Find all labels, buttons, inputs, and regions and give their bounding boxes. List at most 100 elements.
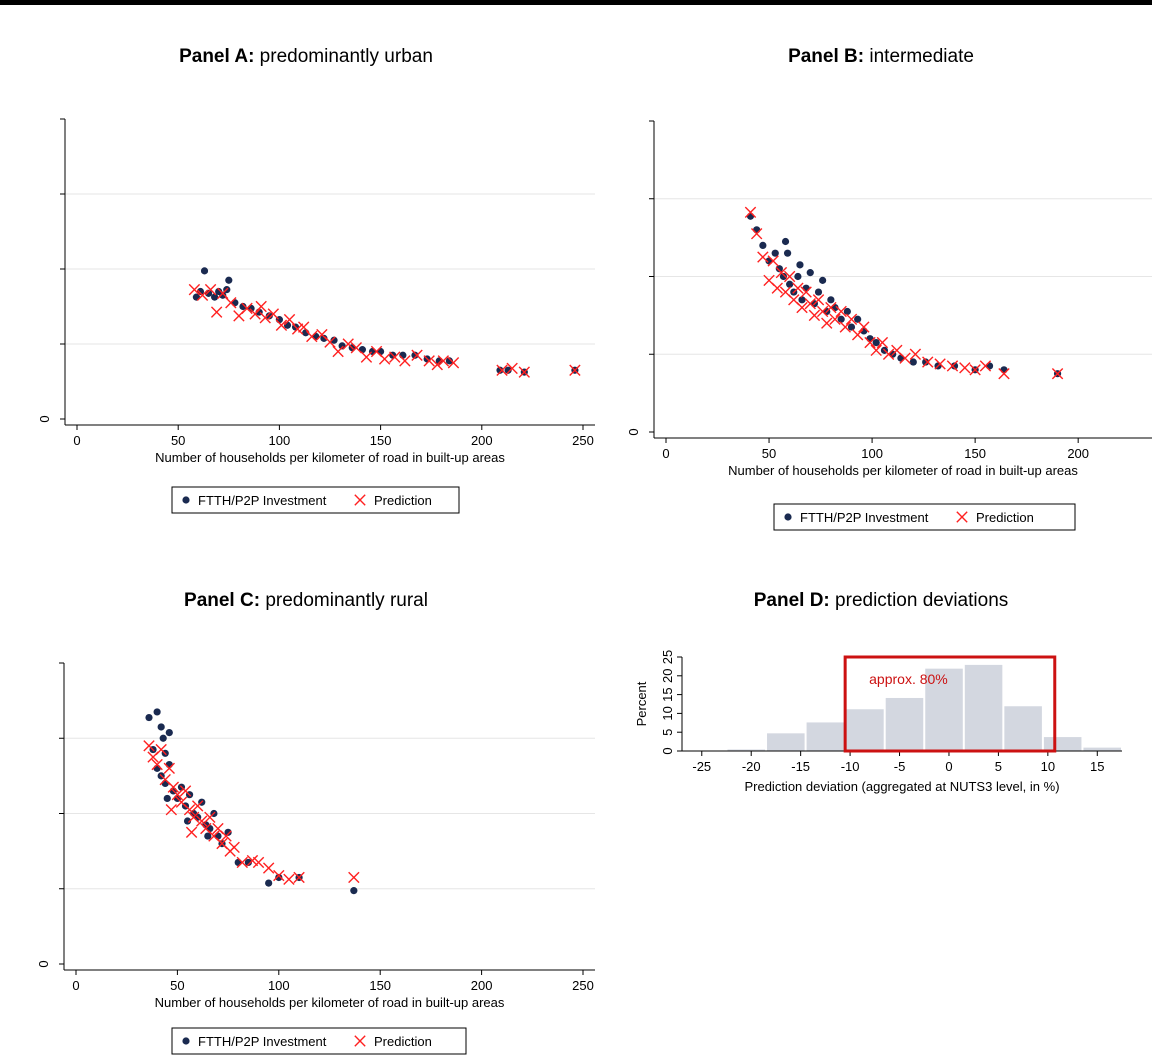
data-point-dot [802,284,810,292]
legend-label-investment: FTTH/P2P Investment [198,1034,327,1049]
data-point-x [187,811,200,823]
panel-title-label: Panel B: [788,46,864,67]
y-axis-title: Percent [634,681,649,726]
data-point-x-stroke [835,305,847,318]
panel-title: Panel C: predominantly rural [184,590,428,611]
data-point-x-stroke [196,815,208,827]
data-point-dot [854,315,862,323]
data-point-x [804,298,816,310]
data-point-x-stroke [845,313,858,325]
x-tick-label: 200 [1067,446,1089,461]
x-tick-label: -15 [791,759,810,774]
data-point-x-stroke [956,511,968,523]
data-point-dot [866,335,874,343]
data-point-dot [847,323,856,331]
data-point-x-stroke [350,342,363,354]
data-point-x [858,321,870,333]
x-tick-label: 0 [662,446,669,461]
x-tick-label: 250 [572,433,594,448]
data-point-x [228,841,240,854]
data-point-x-stroke [212,822,224,835]
data-point-x [332,345,344,358]
data-point-x [757,251,769,263]
data-point-dot [224,828,232,836]
x-tick-label: 100 [269,433,291,448]
data-point-dot [837,315,845,323]
data-point-x-stroke [163,762,175,775]
data-point-x [204,811,216,823]
data-point-x [864,336,876,349]
x-tick-label: 50 [762,446,776,461]
data-point-x-stroke [183,804,196,816]
y-tick-label: 25 [660,650,675,664]
data-point-dot [496,366,504,374]
data-point-x-stroke [249,308,261,320]
data-point-dot [182,496,190,504]
data-point-dot [231,299,239,307]
x-tick-label: -10 [841,759,860,774]
data-point-x [293,871,305,884]
data-point-x-stroke [204,283,217,296]
data-point-dot [827,296,835,304]
data-point-x [825,301,837,314]
data-point-x [423,355,435,367]
data-point-dot [211,293,219,301]
panel-title: Panel B: intermediate [788,46,974,67]
data-point-dot [320,334,328,342]
data-point-dot [399,351,407,359]
data-point-dot [909,358,917,366]
data-point-x [171,788,184,801]
data-point-x [744,206,757,219]
series-prediction [188,283,581,378]
data-point-x-stroke [959,362,971,374]
legend-box [171,1027,467,1055]
data-point-x [236,856,248,869]
data-point-x [816,305,829,318]
data-point-x-stroke [779,286,792,298]
data-point-x [800,286,812,298]
data-point-x-stroke [191,800,204,812]
data-point-dot [794,272,802,281]
data-point-x-stroke [293,871,305,884]
data-point-x-stroke [259,312,271,324]
data-point-x-stroke [332,345,344,358]
data-point-x [246,854,259,867]
data-point-x [324,336,336,348]
data-point-x [845,313,858,325]
data-point-dot [806,269,814,277]
data-point-x [569,364,581,376]
data-point-x-stroke [829,313,841,325]
data-point-x [956,511,968,523]
data-point-x-stroke [876,336,889,349]
data-point-x-stroke [175,796,188,808]
data-point-x [297,321,310,333]
data-point-x-stroke [200,822,212,835]
data-point-x [179,785,192,797]
data-point-x-stroke [998,367,1010,380]
data-point-dot [798,296,806,304]
data-point-x-stroke [262,862,275,874]
data-point-x-stroke [204,811,216,823]
data-point-dot [219,291,227,299]
data-point-x [163,762,175,775]
series-prediction [744,206,1064,380]
panel-title: Panel A: predominantly urban [179,46,433,67]
x-tick-label: 0 [945,759,952,774]
data-point-x-stroke [864,336,876,349]
data-point-dot [330,336,338,344]
data-point-x-stroke [217,287,229,300]
data-point-x [771,282,783,294]
data-point-x-stroke [788,294,800,306]
data-point-x [506,362,518,375]
x-tick-label: 50 [170,978,184,993]
data-point-x-stroke [922,356,934,368]
data-point-dot [950,362,959,370]
data-point-x-stroke [1051,367,1064,380]
data-point-dot [411,351,419,359]
data-point-dot [275,873,283,882]
data-point-dot [843,307,851,316]
data-point-dot [182,1037,190,1045]
data-point-x-stroke [812,294,825,306]
x-tick-label: 0 [73,433,80,448]
data-point-x-stroke [220,830,232,842]
